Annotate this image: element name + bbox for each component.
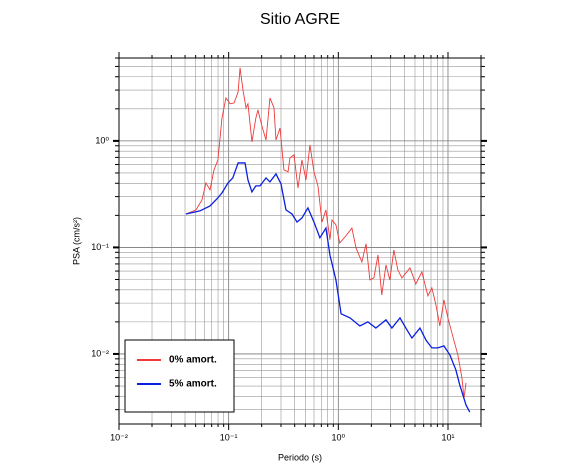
x-tick-label: 10⁻¹ <box>220 432 238 442</box>
x-axis-label: Periodo (s) <box>278 452 322 462</box>
y-axis-label: PSA (cm/s²) <box>71 217 81 265</box>
y-tick-label: 10⁰ <box>95 135 109 145</box>
legend-box <box>124 339 235 413</box>
legend: 0% amort. 5% amort. <box>124 339 235 413</box>
chart-title: Sitio AGRE <box>260 11 340 28</box>
series-line <box>185 162 471 413</box>
legend-label: 0% amort. <box>169 355 217 366</box>
grid <box>118 57 482 424</box>
legend-label: 5% amort. <box>169 379 217 390</box>
x-tick-label: 10¹ <box>441 432 454 442</box>
plot-frame <box>118 57 482 425</box>
plot-area <box>185 67 471 413</box>
x-tick-label: 10⁰ <box>332 432 346 442</box>
y-tick-label: 10⁻² <box>91 348 109 358</box>
y-tick-label: 10⁻¹ <box>91 242 109 252</box>
series-line <box>185 67 467 399</box>
x-tick-label: 10⁻² <box>110 432 128 442</box>
